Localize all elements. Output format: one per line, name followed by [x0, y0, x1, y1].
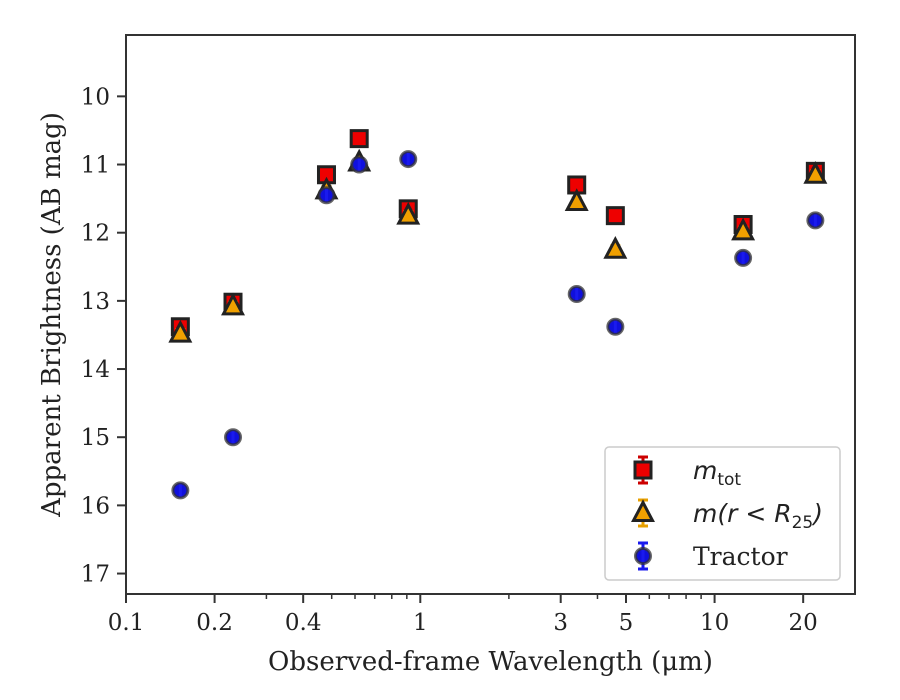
data-point-square [605, 206, 625, 226]
data-point-triangle [396, 201, 421, 225]
legend-marker-triangle [631, 499, 655, 522]
x-axis-title: Observed-frame Wavelength (μm) [268, 647, 713, 677]
y-tick-label: 10 [81, 84, 110, 110]
data-point-triangle [221, 292, 245, 316]
plot-layer [168, 129, 828, 500]
y-axis-title: Apparent Brightness (AB mag) [37, 112, 67, 518]
x-tick-label: 20 [789, 610, 818, 636]
x-tick-label: 10 [700, 610, 729, 636]
legend-marker-square [633, 460, 653, 480]
x-tick-label: 3 [553, 610, 568, 636]
y-tick-label: 15 [81, 425, 110, 451]
y-tick-label: 13 [81, 289, 110, 315]
x-tick-label: 5 [619, 610, 634, 636]
legend-label: mtot [693, 456, 741, 490]
x-tick-label: 1 [413, 610, 428, 636]
legend-box [604, 446, 841, 581]
axes-frame [125, 34, 856, 595]
y-tick-label: 16 [81, 493, 110, 519]
legend-label: Tractor [693, 542, 788, 571]
data-point-triangle [168, 319, 193, 343]
data-point-triangle [803, 161, 828, 184]
legend: mtot m(r < R25) Tractor [604, 446, 841, 581]
legend-label: m(r < R25) [693, 499, 823, 533]
data-point-square [349, 129, 369, 149]
y-tick-label: 14 [81, 357, 110, 383]
data-point-triangle [731, 217, 756, 241]
x-tick-label: 0.1 [108, 610, 145, 636]
x-tick-label: 0.4 [285, 610, 322, 636]
y-tick-label: 12 [81, 221, 110, 247]
x-tick-label: 0.2 [196, 610, 233, 636]
y-tick-label: 11 [81, 153, 110, 179]
data-point-triangle [564, 188, 589, 212]
data-point-triangle [603, 236, 628, 259]
y-tick-label: 17 [81, 562, 110, 588]
